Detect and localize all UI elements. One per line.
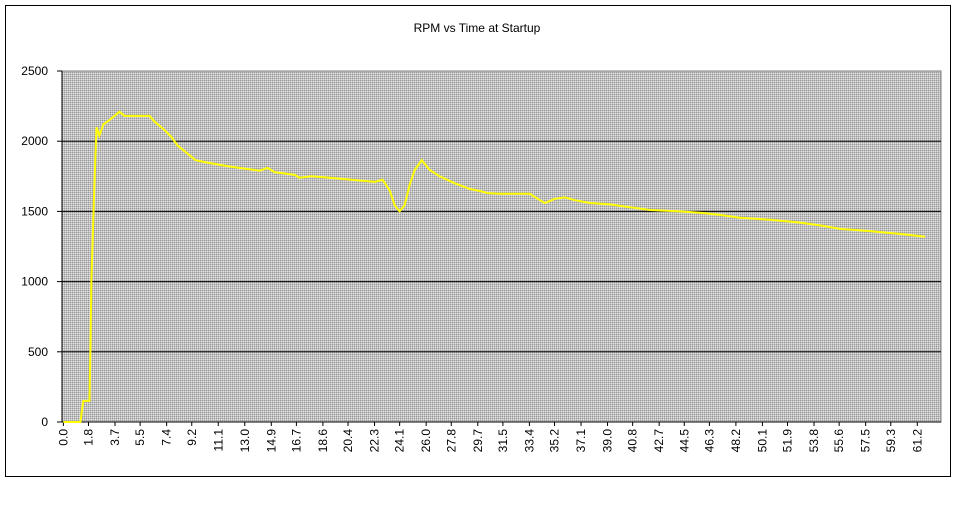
x-tick-label: 39.0 <box>601 429 615 453</box>
x-tick-label: 27.8 <box>444 429 458 453</box>
x-tick-label: 61.2 <box>910 429 924 453</box>
x-tick-label: 3.7 <box>108 429 122 446</box>
x-tick-label: 29.7 <box>471 429 485 453</box>
x-tick-label: 37.1 <box>574 429 588 453</box>
x-tick-label: 0.0 <box>56 429 70 446</box>
x-tick-label: 7.4 <box>160 429 174 446</box>
x-tick-label: 16.7 <box>289 429 303 453</box>
x-tick-label: 59.3 <box>884 429 898 453</box>
chart-title: RPM vs Time at Startup <box>414 21 541 35</box>
x-tick-label: 18.6 <box>316 429 330 453</box>
x-tick-label: 24.1 <box>393 429 407 453</box>
x-tick-label: 48.2 <box>729 429 743 453</box>
x-tick-label: 44.5 <box>677 429 691 453</box>
x-tick-label: 5.5 <box>133 429 147 446</box>
x-tick-label: 51.9 <box>781 429 795 453</box>
x-tick-label: 1.8 <box>82 429 96 446</box>
x-tick-label: 26.0 <box>419 429 433 453</box>
x-tick-label: 57.5 <box>859 429 873 453</box>
x-tick-label: 40.8 <box>626 429 640 453</box>
y-tick-label: 1500 <box>21 204 48 218</box>
y-tick-label: 2500 <box>21 64 48 78</box>
x-tick-label: 13.0 <box>238 429 252 453</box>
x-tick-label: 11.1 <box>211 429 225 452</box>
x-tick-label: 35.2 <box>548 429 562 453</box>
x-tick-label: 20.4 <box>341 429 355 453</box>
series-line <box>63 110 926 423</box>
plot-area <box>61 70 942 423</box>
x-tick-label: 33.4 <box>522 429 536 453</box>
x-tick-label: 14.9 <box>264 429 278 453</box>
x-tick-label: 42.7 <box>652 429 666 453</box>
x-tick-label: 53.8 <box>807 429 821 453</box>
y-tick-label: 500 <box>28 345 48 359</box>
x-tick-label: 31.5 <box>496 429 510 453</box>
x-tick-label: 22.3 <box>368 429 382 453</box>
x-tick-label: 46.3 <box>702 429 716 453</box>
x-tick-label: 50.1 <box>755 429 769 453</box>
y-tick-label: 2000 <box>21 134 48 148</box>
x-tick-label: 55.6 <box>832 429 846 453</box>
y-tick-label: 1000 <box>21 275 48 289</box>
x-tick-label: 9.2 <box>185 429 199 446</box>
y-tick-label: 0 <box>41 415 48 429</box>
